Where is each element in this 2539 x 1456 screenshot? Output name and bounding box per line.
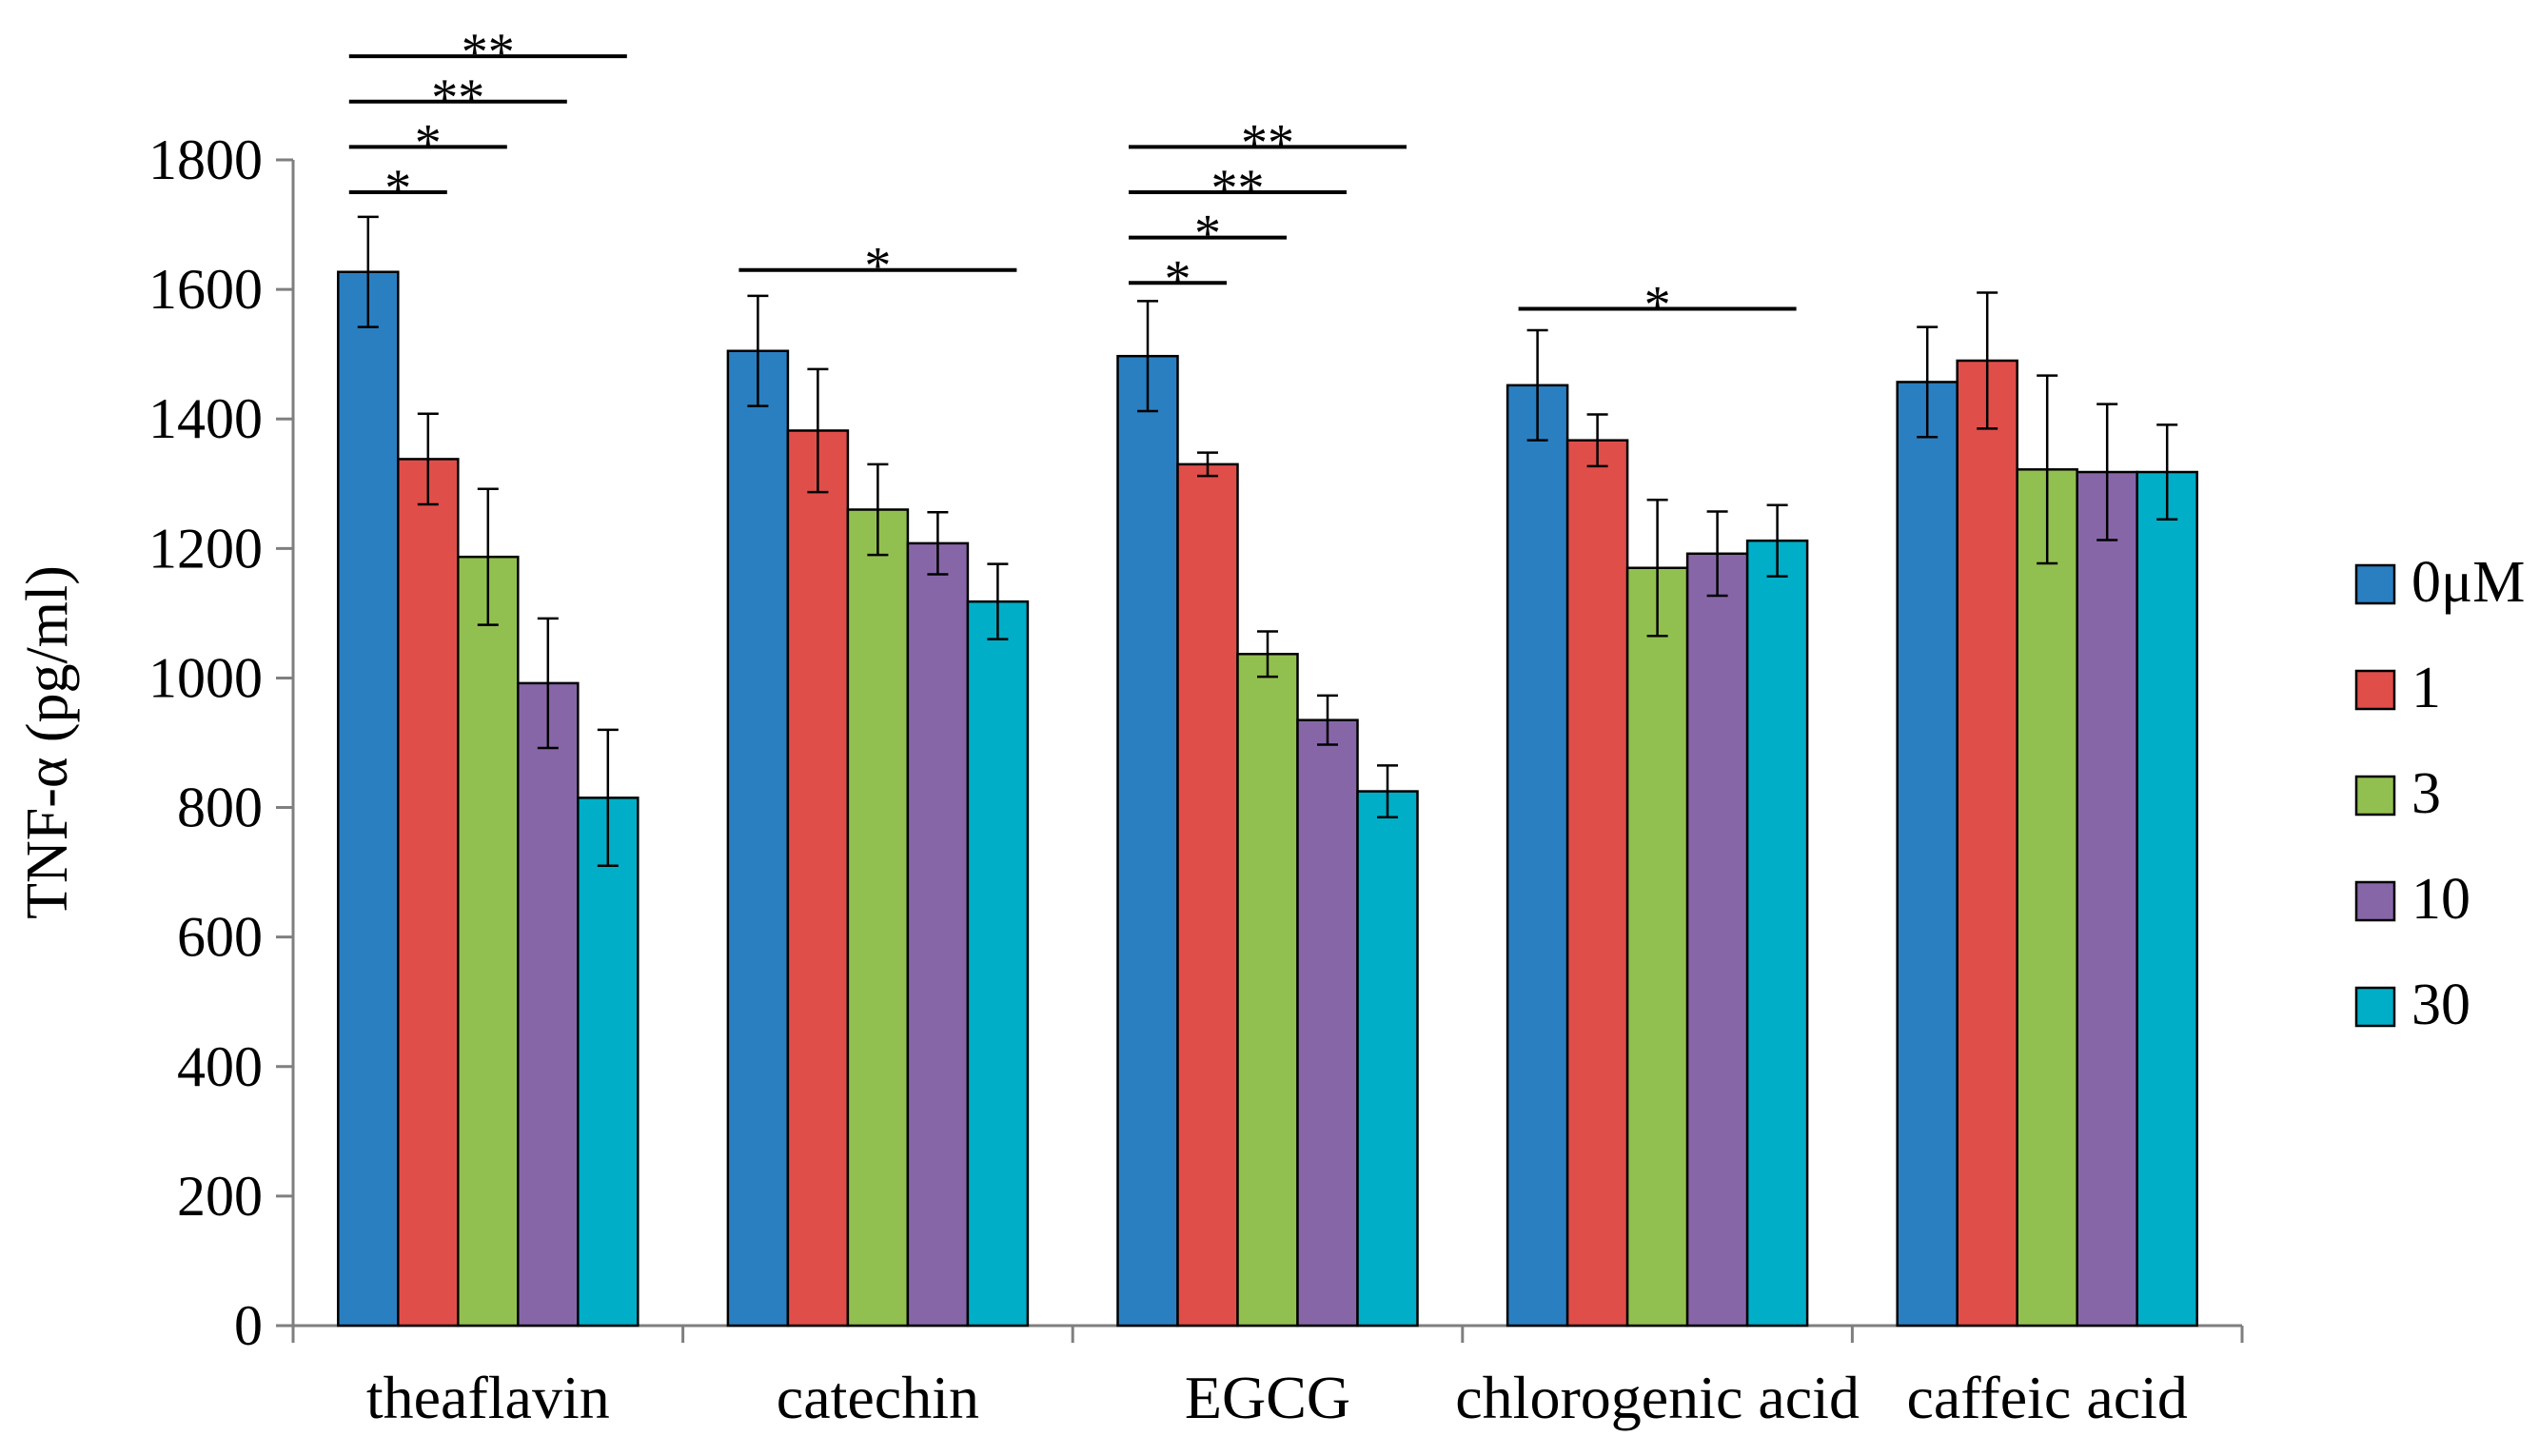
significance-label: * xyxy=(415,113,442,172)
significance-label: ** xyxy=(431,69,484,128)
legend-swatch xyxy=(2354,880,2396,922)
bar xyxy=(1296,718,1359,1328)
legend-label: 30 xyxy=(2411,973,2470,1037)
significance-label: ** xyxy=(1241,113,1294,172)
bar xyxy=(1565,439,1629,1328)
y-tick-label: 1600 xyxy=(148,258,263,321)
significance-label: ** xyxy=(462,23,515,82)
x-category-label: theaflavin xyxy=(366,1364,610,1431)
bar xyxy=(1506,384,1569,1328)
significance-label: * xyxy=(1644,276,1671,335)
bar xyxy=(726,349,790,1328)
bar xyxy=(2016,468,2078,1328)
bar xyxy=(786,429,850,1328)
significance-label: * xyxy=(864,237,891,296)
bar xyxy=(1356,790,1419,1328)
bar xyxy=(1956,359,2018,1328)
bar xyxy=(966,600,1030,1328)
y-axis-title: TNF-α (pg/ml) xyxy=(15,565,80,919)
bar xyxy=(577,797,640,1328)
bar xyxy=(2076,470,2138,1328)
y-tick-label: 1000 xyxy=(148,646,263,709)
x-category-label: catechin xyxy=(777,1364,979,1431)
y-tick-label: 200 xyxy=(177,1165,263,1228)
significance-layer: ******* ******* xyxy=(348,23,1797,335)
axes-layer: 0 200 400 600 800 1000 1200 1400 1600 1800 theafla… xyxy=(148,128,2244,1431)
bar xyxy=(1116,354,1179,1328)
bar xyxy=(337,270,400,1328)
legend-label: 1 xyxy=(2411,656,2441,720)
bar xyxy=(1236,653,1299,1328)
legend-label: 3 xyxy=(2411,761,2441,826)
significance-label: * xyxy=(1194,205,1221,264)
bar xyxy=(2136,470,2198,1328)
significance-label: * xyxy=(384,159,411,218)
bar xyxy=(1745,539,1809,1328)
bar xyxy=(1625,566,1689,1328)
legend-swatch xyxy=(2354,775,2396,817)
y-tick-label: 600 xyxy=(177,906,263,969)
bar xyxy=(1685,552,1749,1328)
legend-label: 0μM xyxy=(2411,550,2525,615)
error-bars-layer xyxy=(357,215,2178,868)
bar xyxy=(1176,462,1239,1328)
y-tick-label: 800 xyxy=(177,777,263,839)
y-tick-label: 1400 xyxy=(148,387,263,450)
bar xyxy=(397,458,460,1328)
legend: 0μM 1 3 10 30 xyxy=(2354,550,2525,1037)
bar xyxy=(906,541,970,1328)
bars-layer xyxy=(337,270,2198,1328)
y-tick-label: 1200 xyxy=(148,517,263,580)
legend-label: 10 xyxy=(2411,867,2470,932)
bar xyxy=(846,508,910,1328)
significance-label: ** xyxy=(1211,159,1265,218)
y-tick-label: 400 xyxy=(177,1035,263,1098)
bar xyxy=(1896,381,1958,1328)
y-tick-label: 1800 xyxy=(148,128,263,191)
x-category-label: EGCG xyxy=(1185,1364,1350,1431)
significance-label: * xyxy=(1165,249,1191,308)
bar xyxy=(517,681,580,1328)
bar xyxy=(457,555,520,1328)
y-tick-label: 0 xyxy=(234,1294,263,1357)
x-category-label: caffeic acid xyxy=(1906,1364,2187,1431)
x-category-label: chlorogenic acid xyxy=(1455,1364,1860,1431)
legend-swatch xyxy=(2354,986,2396,1028)
legend-swatch xyxy=(2354,669,2396,711)
legend-swatch xyxy=(2354,563,2396,605)
